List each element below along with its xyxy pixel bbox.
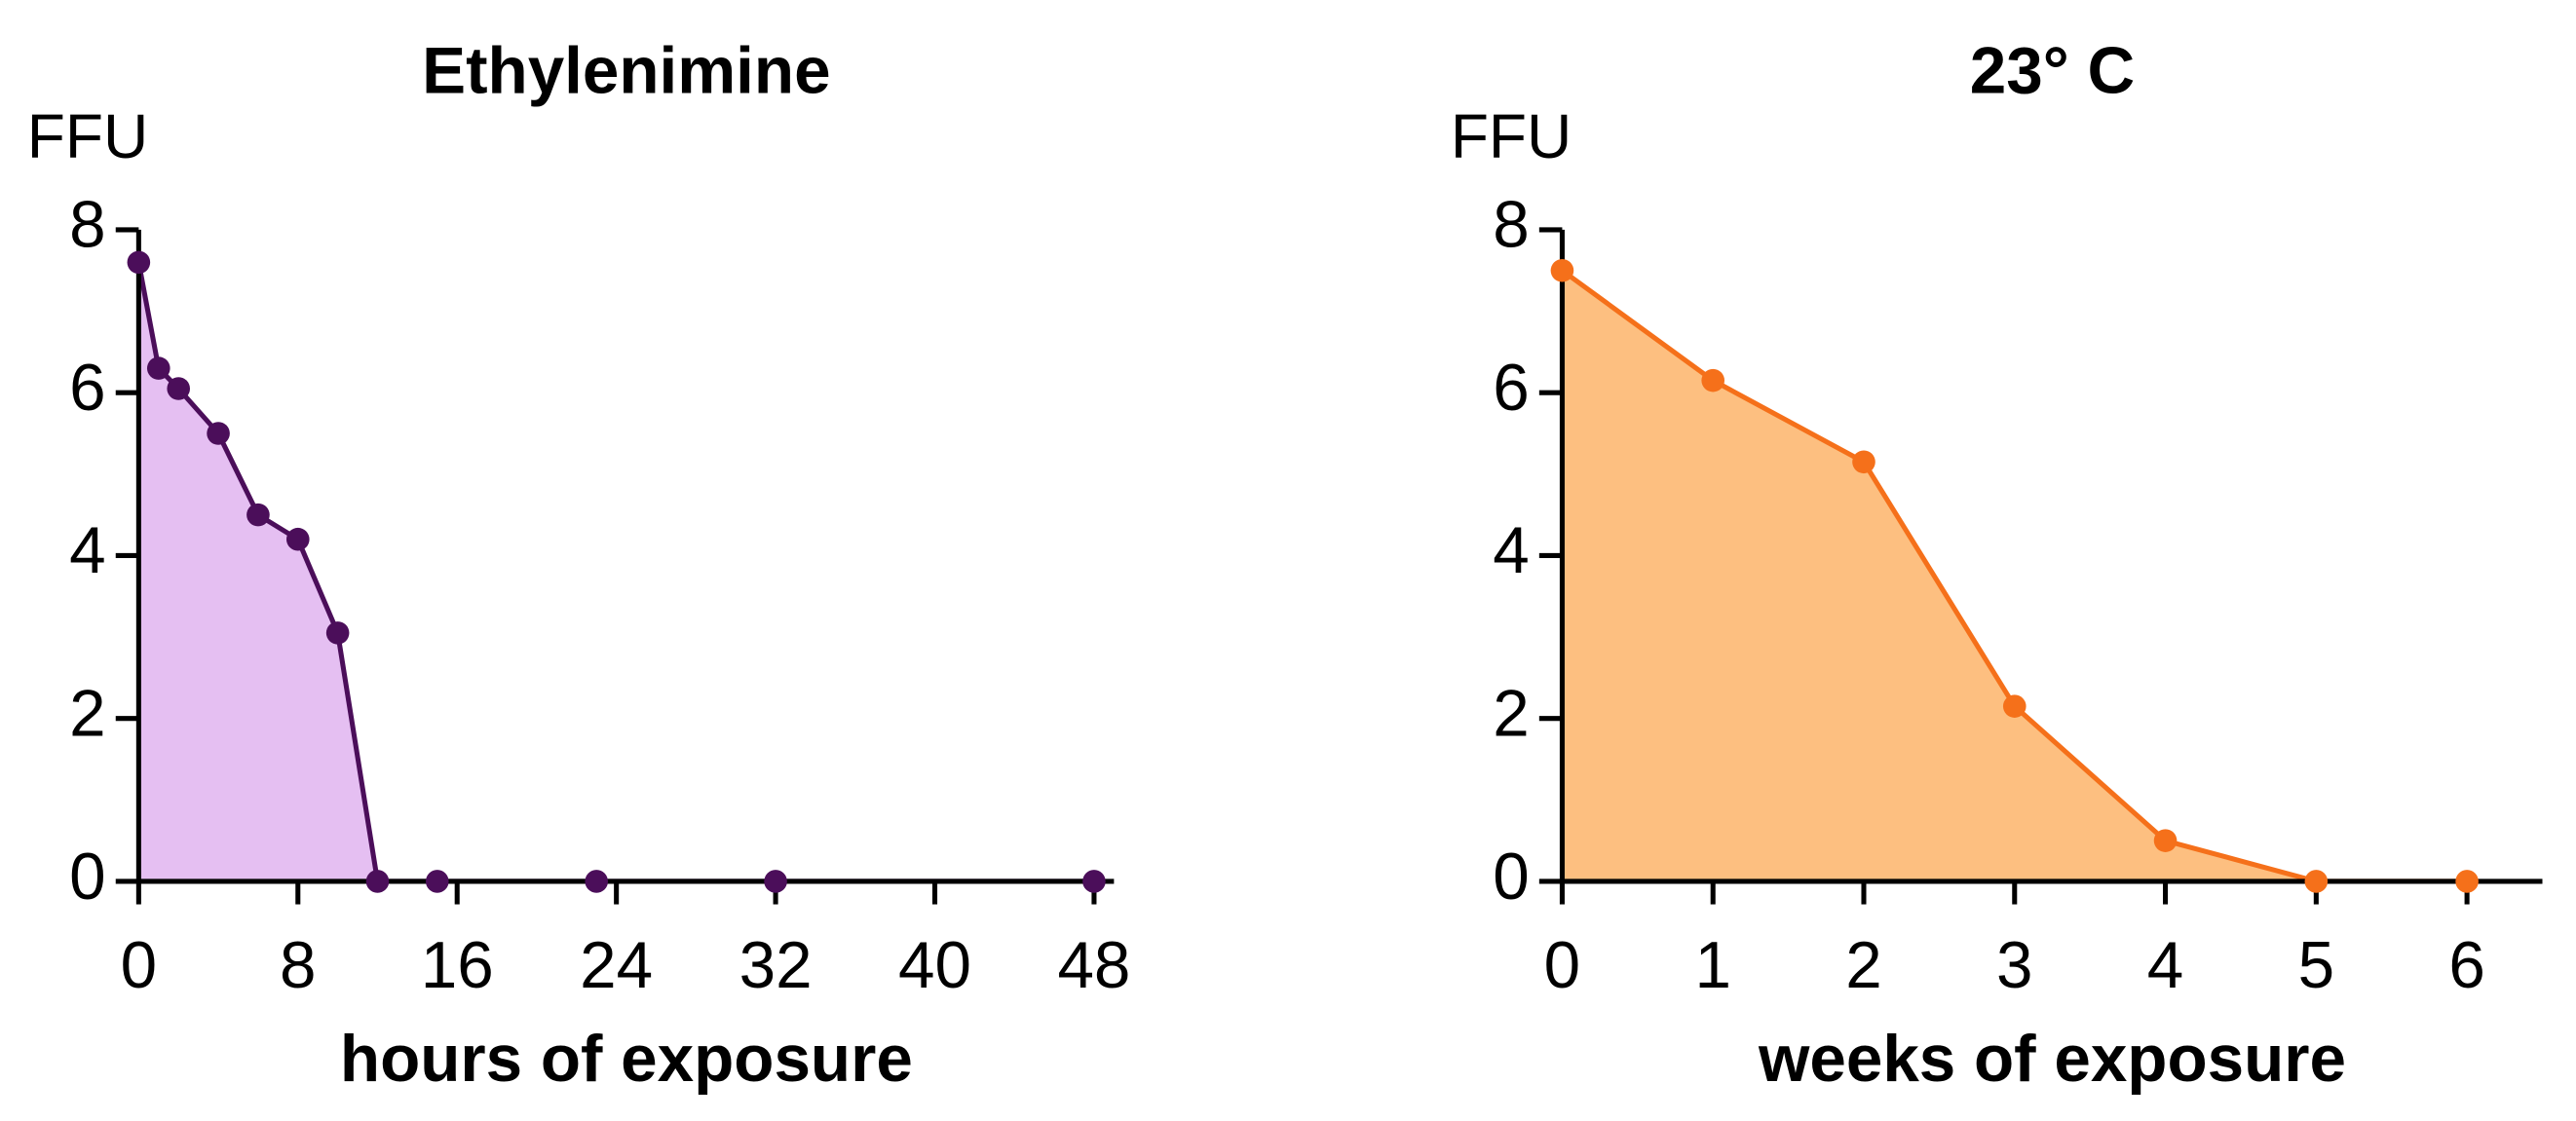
x-tick-label: 40 (898, 929, 971, 1002)
x-axis-label: weeks of exposure (1758, 1023, 2346, 1096)
x-tick-label: 5 (2298, 929, 2334, 1002)
x-tick-label: 2 (1845, 929, 1881, 1002)
x-tick-label: 4 (2147, 929, 2183, 1002)
chart-title: 23° C (1970, 34, 2135, 107)
marker (1701, 368, 1725, 392)
y-tick-label: 4 (69, 514, 105, 587)
x-tick-label: 8 (280, 929, 316, 1002)
x-tick-label: 6 (2448, 929, 2484, 1002)
y-tick-label: 2 (69, 677, 105, 750)
area-fill (1562, 270, 2468, 881)
marker (1082, 870, 1106, 893)
marker (207, 422, 230, 445)
marker (146, 356, 170, 380)
x-tick-label: 16 (421, 929, 494, 1002)
marker (585, 870, 609, 893)
marker (127, 250, 151, 275)
x-tick-label: 48 (1057, 929, 1130, 1002)
y-tick-label: 0 (69, 841, 105, 914)
y-tick-label: 6 (1493, 352, 1529, 425)
y-tick-label: 4 (1493, 514, 1529, 587)
y-tick-label: 8 (1493, 189, 1529, 262)
x-axis-label: hours of exposure (340, 1023, 913, 1096)
x-tick-label: 32 (739, 929, 813, 1002)
marker (2304, 870, 2329, 893)
x-tick-label: 0 (121, 929, 157, 1002)
y-axis-label: FFU (27, 101, 148, 171)
y-tick-label: 2 (1493, 677, 1529, 750)
x-tick-label: 0 (1544, 929, 1580, 1002)
y-tick-label: 0 (1493, 841, 1529, 914)
chart-title: Ethylenimine (422, 34, 830, 107)
marker (1852, 450, 1875, 474)
y-tick-label: 8 (69, 189, 105, 262)
marker (365, 870, 390, 893)
marker (167, 377, 191, 400)
marker (2455, 870, 2479, 893)
marker (2002, 694, 2027, 718)
area-fill (138, 262, 1094, 881)
y-axis-label: FFU (1451, 101, 1572, 171)
x-tick-label: 3 (1996, 929, 2032, 1002)
marker (285, 527, 310, 551)
marker (425, 870, 449, 893)
y-tick-label: 6 (69, 352, 105, 425)
marker (2153, 829, 2178, 852)
x-tick-label: 24 (580, 929, 653, 1002)
marker (1550, 258, 1574, 282)
marker (246, 503, 270, 527)
marker (764, 870, 787, 893)
x-tick-label: 1 (1694, 929, 1730, 1002)
marker (325, 621, 350, 645)
